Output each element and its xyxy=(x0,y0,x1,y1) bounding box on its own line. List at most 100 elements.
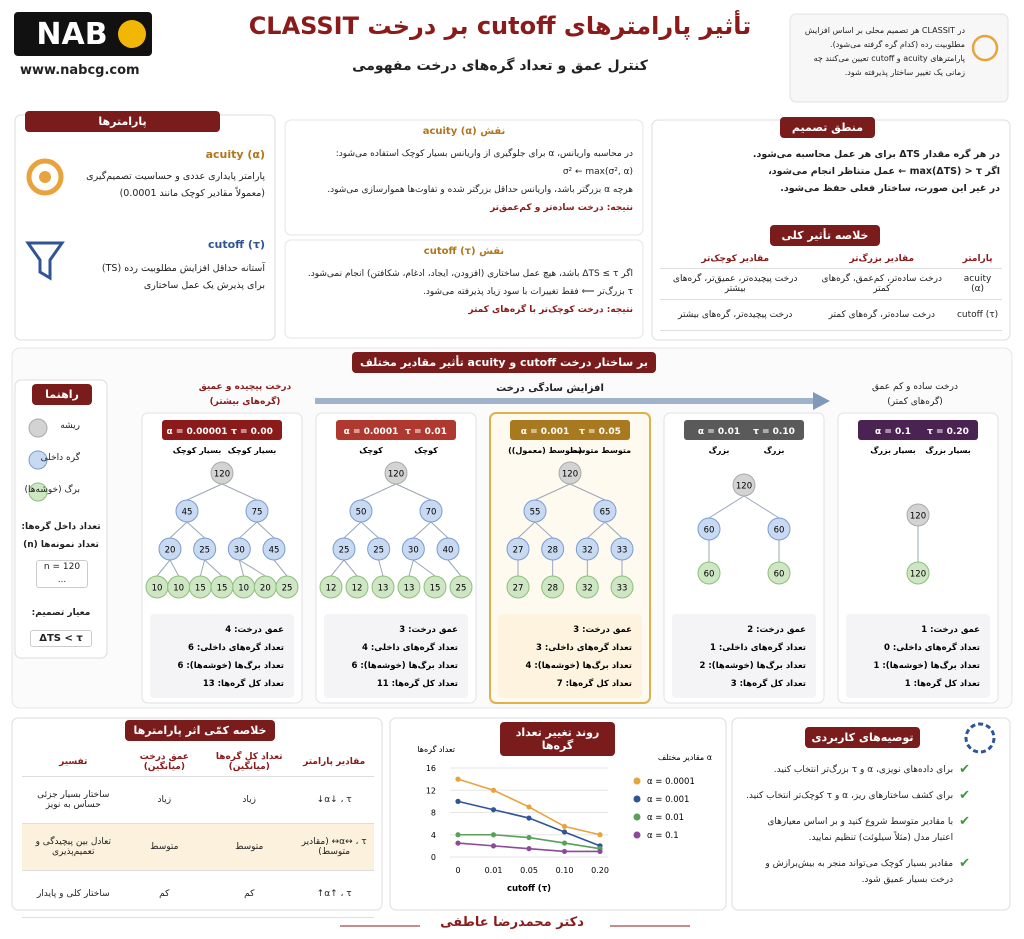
tree-node xyxy=(506,575,530,599)
tree-node xyxy=(419,499,443,523)
tree-node xyxy=(423,575,447,599)
tree-edge xyxy=(569,483,606,501)
arrow-head xyxy=(813,392,830,410)
tree-node xyxy=(436,537,460,561)
tree-alpha: α = 0.001 xyxy=(521,427,569,437)
tree-node xyxy=(319,575,343,599)
tree-header xyxy=(510,420,630,440)
cell: ساختار بسیار جزئی حساس به نویز xyxy=(22,776,125,824)
node-label: 28 xyxy=(547,584,558,594)
tree-node xyxy=(523,499,547,523)
node-label: 25 xyxy=(282,584,293,594)
tree-tau: τ = 0.01 xyxy=(405,427,447,437)
point xyxy=(526,846,532,852)
legend-swatch xyxy=(633,777,641,785)
node-label: 60 xyxy=(704,526,715,536)
header-cell: پارامتر xyxy=(953,250,1002,269)
tree-node xyxy=(384,461,408,485)
legend-label: α = 0.1 xyxy=(647,831,679,841)
point xyxy=(490,787,497,793)
node-label: 10 xyxy=(238,584,249,594)
legend-text: تعداد داخل گره‌ها: xyxy=(21,522,101,532)
y-axis-label: تعداد گره‌ها xyxy=(417,744,455,754)
tree-node xyxy=(401,537,425,561)
param-line: برای پذیرش یک عمل ساختاری xyxy=(143,280,265,291)
stats-box xyxy=(672,614,816,698)
param-desc: آستانه حداقل افزایش مطلوبیت رده (TS) برای… xyxy=(75,260,265,294)
node-label: 12 xyxy=(352,584,363,594)
x-axis-label: cutoff (τ) xyxy=(507,884,551,894)
tree-edge xyxy=(412,521,432,539)
node-label: 45 xyxy=(182,508,193,518)
tree-header xyxy=(684,420,804,440)
stat-line: تعداد کل گره‌ها: 1 xyxy=(905,678,980,689)
tree-node xyxy=(575,537,599,561)
bulb-icon xyxy=(971,34,999,62)
cell: کم xyxy=(124,870,205,918)
param-line: آستانه حداقل افزایش مطلوبیت رده (TS) xyxy=(101,263,265,274)
rec-item: ✔ برای داده‌های نویزی، α و τ بزرگ‌تر انتخ… xyxy=(745,762,970,778)
tree-size: کوچک xyxy=(414,446,438,455)
tree-size: کوچک xyxy=(359,446,383,455)
banner: منطق تصمیم xyxy=(780,117,875,138)
rec-text: با مقادیر متوسط شروع کنید و بر اساس معیا… xyxy=(767,817,954,843)
point xyxy=(561,823,568,830)
legend-swatch xyxy=(633,831,641,839)
point xyxy=(455,840,461,846)
tree-header xyxy=(336,420,456,440)
cell: α↔ ، τ↔ (مقادیر متوسط) xyxy=(294,823,374,871)
text: (گره‌های بیشتر) xyxy=(209,397,281,407)
legend-node xyxy=(28,450,48,470)
tree-node xyxy=(193,537,217,561)
stat-line: تعداد گره‌های داخلی: 4 xyxy=(362,642,458,653)
banner: توصیه‌های کاربردی xyxy=(805,727,920,748)
tree-size: بزرگ xyxy=(764,445,785,455)
stats-box xyxy=(150,614,294,698)
tree-edge xyxy=(239,559,266,577)
x-tick-label: 0.01 xyxy=(485,866,503,875)
tree-node xyxy=(541,575,565,599)
tree-node xyxy=(345,575,369,599)
check-icon: ✔ xyxy=(959,814,970,829)
logo: NAB xyxy=(36,17,107,52)
tree-edge xyxy=(204,559,223,577)
stat-line: تعداد گره‌های داخلی: 6 xyxy=(188,642,284,653)
tree-node xyxy=(397,575,421,599)
tree-node xyxy=(371,575,395,599)
node-label: 120 xyxy=(214,470,230,480)
tree-node xyxy=(332,537,356,561)
logic-line: اگر max(ΔTS) > τ ← عمل متناظر انجام می‌ش… xyxy=(768,166,1000,177)
header-row: پارامتر مقادیر بزرگ‌تر مقادیر کوچک‌تر xyxy=(660,250,1002,269)
node-label: 75 xyxy=(252,508,263,518)
param-name: acuity (α) xyxy=(205,148,265,161)
node-label: 32 xyxy=(582,546,593,556)
row: α↔ ، τ↔ (مقادیر متوسط) متوسط متوسط تعادل بی… xyxy=(22,823,374,871)
stat-line: عمق درخت: 3 xyxy=(399,625,458,635)
header-cell: تعداد کل گره‌ها (میانگین) xyxy=(204,748,295,777)
point xyxy=(455,798,461,804)
node-label: 15 xyxy=(430,584,441,594)
tree-edge xyxy=(238,559,245,577)
tree-node xyxy=(732,473,756,497)
website: www.nabcg.com xyxy=(20,63,140,78)
cell: تعادل بین پیچیدگی و تعمیم‌پذیری xyxy=(22,823,125,871)
point xyxy=(597,848,603,855)
node-label: 28 xyxy=(547,546,558,556)
legend-node xyxy=(28,418,48,438)
stat-line: تعداد کل گره‌ها: 11 xyxy=(377,678,458,689)
header-cell: مقادیر بزرگ‌تر xyxy=(810,250,954,269)
node-label: 25 xyxy=(373,546,384,556)
row: acuity (α) درخت ساده‌تر، کم‌عمق، گره‌های … xyxy=(660,268,1002,300)
x-tick-label: 0.10 xyxy=(556,866,574,875)
point xyxy=(561,848,568,855)
node-label: 33 xyxy=(617,546,628,556)
node-label: 65 xyxy=(600,508,611,518)
node-label: 55 xyxy=(530,508,541,518)
node-label: 70 xyxy=(426,508,437,518)
tree-node xyxy=(227,537,251,561)
tree-node xyxy=(906,503,930,527)
tree-node xyxy=(593,499,617,523)
role: نقش cutoff (τ) اگر ΔTS ≤ τ باشد، هیچ عمل … xyxy=(295,244,633,318)
target-icon xyxy=(39,171,51,183)
tree-tau: τ = 0.05 xyxy=(579,427,621,437)
